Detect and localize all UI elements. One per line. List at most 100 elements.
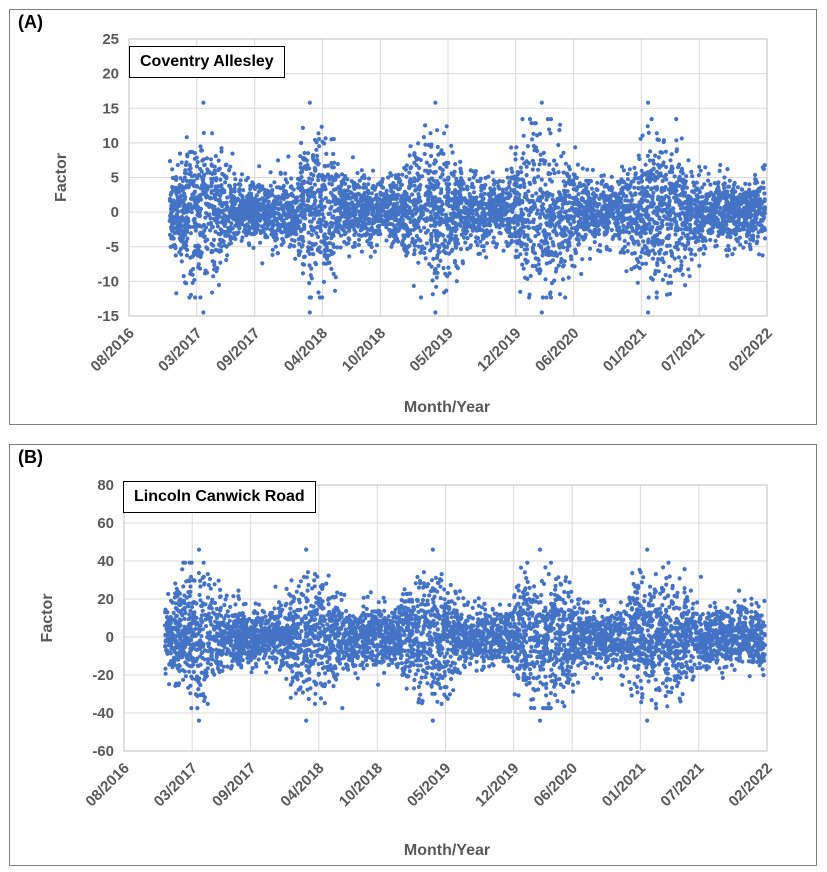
data-point	[745, 202, 750, 207]
x-tick-label: 04/2018	[281, 325, 331, 375]
data-point	[365, 239, 370, 244]
data-point	[371, 168, 376, 173]
data-point	[636, 153, 641, 158]
data-point	[191, 178, 196, 183]
data-point	[458, 169, 463, 174]
data-point	[618, 190, 624, 195]
data-point	[753, 177, 758, 182]
data-point	[443, 271, 448, 276]
data-point	[671, 206, 676, 211]
data-point	[443, 212, 448, 217]
data-point	[424, 241, 430, 246]
data-point	[728, 204, 733, 209]
data-point	[442, 238, 447, 243]
data-point	[564, 226, 569, 231]
data-point	[644, 206, 649, 211]
data-point	[760, 253, 765, 258]
data-point	[180, 178, 185, 184]
data-point	[542, 161, 547, 166]
data-point	[428, 190, 433, 196]
data-point	[187, 163, 192, 168]
data-point	[541, 229, 546, 234]
data-point	[759, 201, 765, 206]
plot-frame	[128, 38, 768, 317]
data-point	[436, 244, 441, 249]
data-point	[642, 230, 647, 235]
data-point	[530, 137, 535, 142]
data-point	[544, 295, 549, 300]
data-point	[512, 174, 517, 179]
data-point	[168, 192, 173, 197]
data-point	[339, 183, 344, 188]
data-point	[561, 170, 566, 175]
data-point	[668, 274, 673, 279]
data-point	[456, 241, 461, 246]
data-point	[356, 191, 361, 196]
data-point	[254, 193, 259, 198]
data-point	[237, 223, 242, 228]
data-point	[625, 187, 630, 192]
data-point	[195, 176, 200, 181]
data-point	[366, 182, 371, 187]
data-point	[716, 193, 721, 198]
data-point	[269, 189, 274, 194]
data-point	[575, 162, 581, 167]
data-point	[558, 251, 563, 256]
data-point	[563, 233, 568, 238]
data-point	[314, 147, 319, 152]
data-point	[673, 232, 678, 237]
data-point	[315, 247, 321, 252]
data-point	[757, 252, 762, 257]
data-point	[562, 229, 567, 234]
data-point	[679, 263, 684, 268]
data-point	[459, 178, 464, 183]
data-point	[371, 197, 376, 202]
data-point	[656, 242, 661, 247]
y-tick-label: 5	[111, 170, 119, 187]
data-point	[713, 238, 718, 243]
data-point	[540, 211, 545, 216]
data-point	[524, 243, 529, 248]
data-point	[342, 239, 347, 245]
data-point	[430, 245, 435, 250]
data-point	[339, 172, 345, 177]
data-point	[398, 224, 403, 229]
data-point	[331, 165, 336, 170]
data-point	[305, 198, 310, 203]
data-point	[343, 181, 348, 186]
data-point	[525, 217, 530, 223]
data-point	[192, 190, 197, 196]
data-point	[423, 218, 429, 224]
data-point	[710, 229, 715, 234]
data-point	[527, 117, 533, 122]
data-point	[619, 219, 625, 224]
data-point	[403, 167, 408, 172]
data-point	[181, 274, 186, 279]
data-point	[579, 271, 584, 277]
data-point	[571, 172, 576, 177]
data-point	[624, 182, 629, 187]
data-point	[532, 251, 538, 256]
data-point	[659, 220, 664, 225]
data-point	[461, 187, 466, 192]
data-point	[659, 224, 664, 229]
data-point	[184, 230, 189, 235]
data-point	[493, 245, 499, 250]
data-point	[430, 292, 435, 297]
data-point	[296, 253, 302, 258]
data-point	[323, 196, 328, 201]
data-point	[175, 209, 180, 215]
data-point	[191, 205, 196, 210]
data-point	[661, 260, 666, 265]
data-point	[170, 167, 175, 172]
data-point	[404, 163, 409, 168]
data-point	[604, 244, 609, 250]
data-point	[626, 221, 631, 226]
data-point	[407, 170, 412, 175]
data-point	[177, 217, 182, 223]
data-point	[691, 190, 697, 195]
data-point	[410, 240, 415, 245]
data-point	[183, 195, 188, 200]
data-point	[698, 207, 704, 212]
data-point	[201, 234, 206, 239]
